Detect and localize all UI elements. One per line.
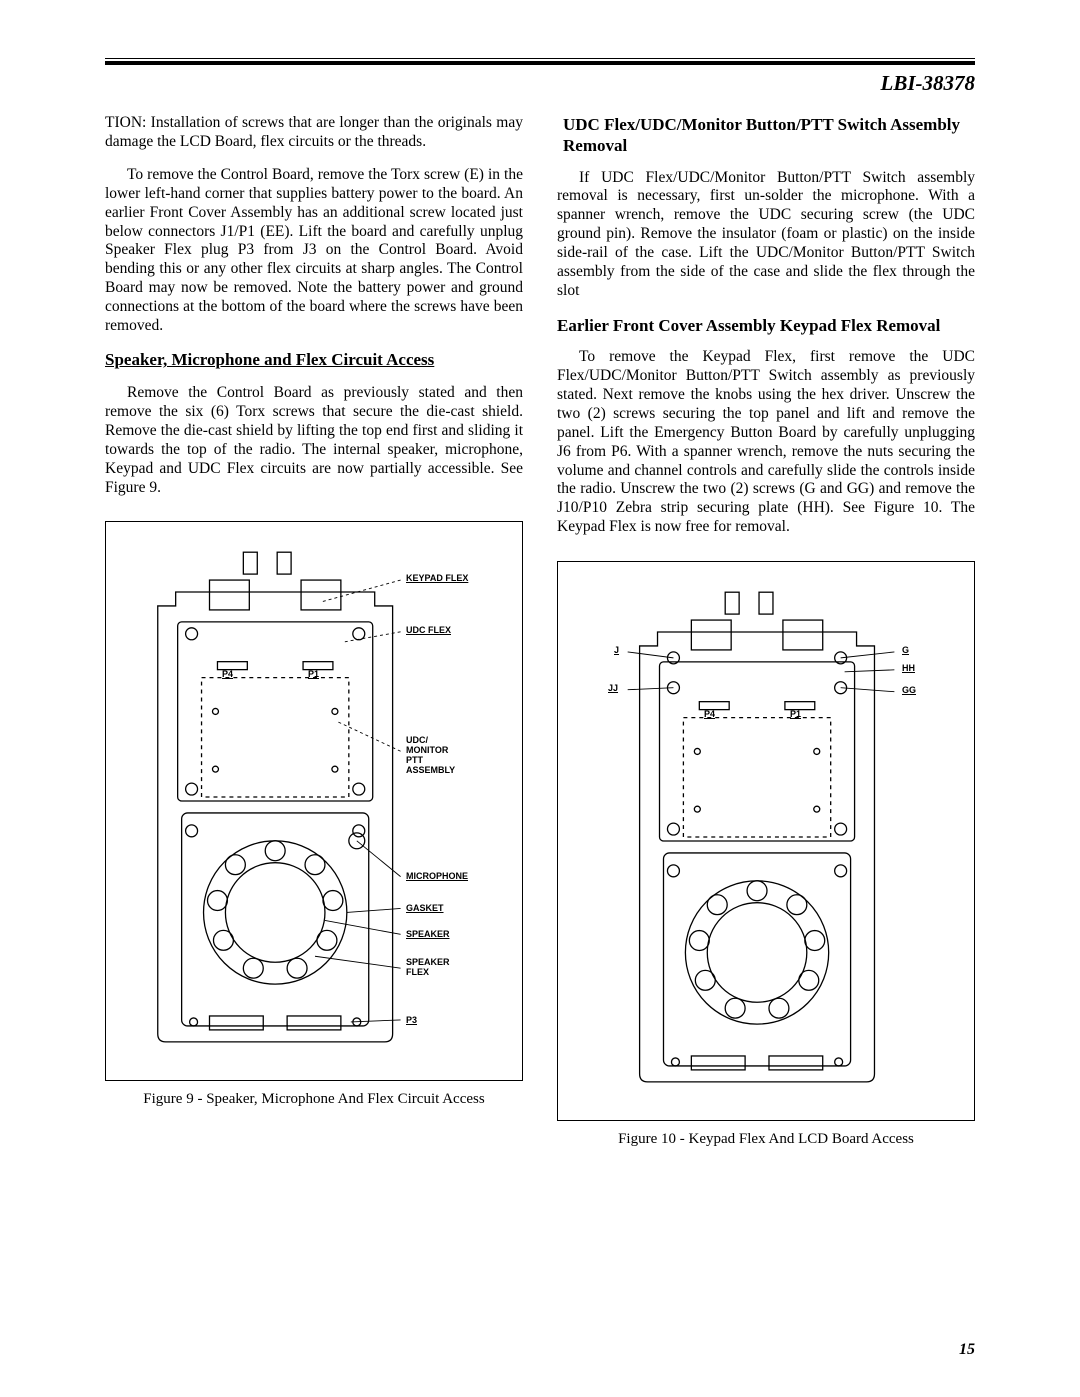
figure-9: KEYPAD FLEX UDC FLEX P4 P1 UDC/ MONITOR … bbox=[105, 521, 523, 1108]
figure-9-box: KEYPAD FLEX UDC FLEX P4 P1 UDC/ MONITOR … bbox=[105, 521, 523, 1081]
label-p1: P1 bbox=[308, 670, 319, 680]
columns: TION: Installation of screws that are lo… bbox=[105, 114, 975, 1148]
label-gg: GG bbox=[902, 686, 916, 696]
section-heading: Speaker, Microphone and Flex Circuit Acc… bbox=[105, 350, 523, 370]
label-j: J bbox=[614, 646, 619, 656]
label-speaker-flex: SPEAKER FLEX bbox=[406, 958, 450, 978]
label-gasket: GASKET bbox=[406, 904, 444, 914]
label-hh: HH bbox=[902, 664, 915, 674]
figure-10-box: J JJ P4 P1 G HH GG bbox=[557, 561, 975, 1121]
label-udc-flex: UDC FLEX bbox=[406, 626, 451, 636]
para: If UDC Flex/UDC/Monitor Button/PTT Switc… bbox=[557, 169, 975, 301]
label-speaker: SPEAKER bbox=[406, 930, 450, 940]
section-heading: Earlier Front Cover Assembly Keypad Flex… bbox=[557, 315, 975, 336]
left-column: TION: Installation of screws that are lo… bbox=[105, 114, 523, 1148]
right-column: UDC Flex/UDC/Monitor Button/PTT Switch A… bbox=[557, 114, 975, 1148]
label-p4: P4 bbox=[222, 670, 233, 680]
label-p4: P4 bbox=[704, 710, 715, 720]
figure-10-svg bbox=[558, 562, 974, 1120]
doc-id: LBI-38378 bbox=[105, 71, 975, 96]
label-microphone: MICROPHONE bbox=[406, 872, 468, 882]
section-heading: UDC Flex/UDC/Monitor Button/PTT Switch A… bbox=[557, 114, 975, 157]
figure-9-svg bbox=[106, 522, 522, 1080]
label-udc-monitor: UDC/ MONITOR PTT ASSEMBLY bbox=[406, 736, 455, 776]
figure-9-caption: Figure 9 - Speaker, Microphone And Flex … bbox=[105, 1091, 523, 1108]
para: TION: Installation of screws that are lo… bbox=[105, 114, 523, 152]
rule-thick bbox=[105, 61, 975, 65]
label-p3: P3 bbox=[406, 1016, 417, 1026]
page: LBI-38378 TION: Installation of screws t… bbox=[105, 58, 975, 1148]
rule-thin bbox=[105, 58, 975, 59]
label-p1: P1 bbox=[790, 710, 801, 720]
label-g: G bbox=[902, 646, 909, 656]
para: Remove the Control Board as previously s… bbox=[105, 384, 523, 497]
label-keypad-flex: KEYPAD FLEX bbox=[406, 574, 468, 584]
para: To remove the Keypad Flex, first remove … bbox=[557, 348, 975, 537]
para: To remove the Control Board, remove the … bbox=[105, 166, 523, 336]
figure-10-caption: Figure 10 - Keypad Flex And LCD Board Ac… bbox=[557, 1131, 975, 1148]
figure-10: J JJ P4 P1 G HH GG Figure 10 - Keypad Fl… bbox=[557, 561, 975, 1148]
page-number: 15 bbox=[959, 1341, 975, 1359]
label-jj: JJ bbox=[608, 684, 618, 694]
